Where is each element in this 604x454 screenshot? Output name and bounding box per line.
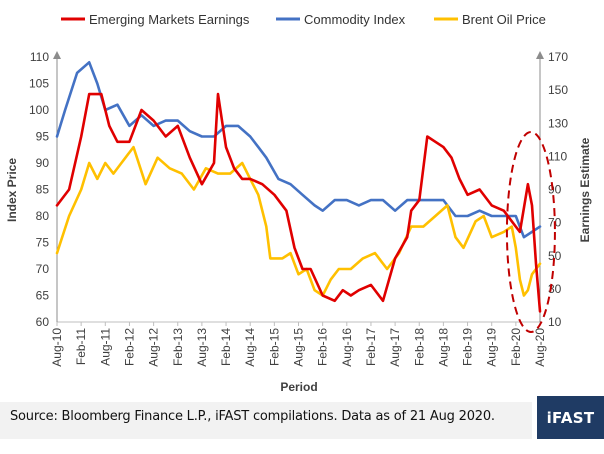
- y2-axis-arrow-icon: [536, 51, 544, 59]
- x-tick-label: Feb-17: [364, 328, 378, 366]
- y2-tick-label: 170: [548, 50, 568, 64]
- y-tick-label: 105: [29, 77, 49, 91]
- x-tick-label: Aug-15: [292, 328, 306, 367]
- y-tick-label: 70: [36, 262, 50, 276]
- ifast-logo: iFAST: [537, 396, 604, 439]
- highlight-ellipse: [505, 131, 556, 333]
- x-tick-label: Aug-10: [50, 328, 64, 367]
- x-tick-label: Feb-14: [219, 328, 233, 366]
- x-tick-label: Feb-20: [509, 328, 523, 366]
- x-tick-label: Feb-11: [74, 328, 88, 365]
- legend-label: Emerging Markets Earnings: [89, 12, 250, 27]
- x-tick-label: Aug-17: [388, 328, 402, 367]
- y-tick-label: 85: [36, 183, 50, 197]
- y-tick-label: 65: [36, 289, 50, 303]
- x-tick-label: Aug-16: [340, 328, 354, 367]
- x-tick-label: Feb-15: [267, 328, 281, 366]
- y-tick-label: 90: [36, 156, 50, 170]
- series-line-emerging-markets-earnings: [55, 92, 542, 313]
- y2-tick-label: 50: [548, 249, 562, 263]
- y-tick-label: 110: [30, 50, 49, 64]
- x-tick-label: Feb-12: [122, 328, 136, 366]
- legend: Emerging Markets Earnings Commodity Index…: [61, 12, 546, 27]
- y2-tick-label: 90: [548, 183, 562, 197]
- y2-axis-title: Earnings Estimate: [578, 137, 592, 242]
- y-tick-label: 75: [36, 236, 50, 250]
- y-tick-label: 60: [36, 315, 50, 329]
- x-tick-label: Aug-11: [98, 328, 112, 366]
- y-tick-label: 80: [36, 209, 50, 223]
- x-tick-label: Feb-18: [412, 328, 426, 366]
- source-note: Source: Bloomberg Finance L.P., iFAST co…: [10, 409, 495, 424]
- x-axis-title: Period: [280, 380, 317, 394]
- x-tick-label: Aug-12: [147, 328, 161, 367]
- series-line-brent-oil-price: [55, 145, 542, 297]
- annotation-layer: [505, 131, 556, 333]
- line-chart: Emerging Markets Earnings Commodity Index…: [5, 12, 592, 394]
- x-tick-label: Aug-19: [485, 328, 499, 367]
- chart-plot-area: [53, 51, 544, 323]
- y-tick-label: 100: [29, 103, 49, 117]
- legend-label: Commodity Index: [304, 12, 406, 27]
- y2-tick-label: 110: [548, 149, 567, 163]
- series-line-commodity-index: [55, 60, 542, 239]
- x-tick-label: Aug-18: [436, 328, 450, 367]
- tick-labels: 6065707580859095100105110103050709011013…: [29, 50, 568, 367]
- x-tick-label: Feb-16: [316, 328, 330, 366]
- y2-tick-label: 10: [548, 315, 562, 329]
- x-tick-label: Aug-13: [195, 328, 209, 367]
- y-axis-arrow-icon: [53, 51, 61, 59]
- source-bar: [0, 402, 532, 439]
- legend-label: Brent Oil Price: [462, 12, 546, 27]
- x-tick-label: Feb-19: [461, 328, 475, 366]
- y2-tick-label: 130: [548, 116, 568, 130]
- y2-tick-label: 150: [548, 83, 568, 97]
- series-layer: [55, 60, 542, 313]
- x-tick-label: Aug-14: [243, 328, 257, 367]
- x-tick-label: Aug-20: [533, 328, 547, 367]
- y-tick-label: 95: [36, 130, 50, 144]
- y-axis-title: Index Price: [5, 158, 19, 222]
- x-tick-label: Feb-13: [171, 328, 185, 366]
